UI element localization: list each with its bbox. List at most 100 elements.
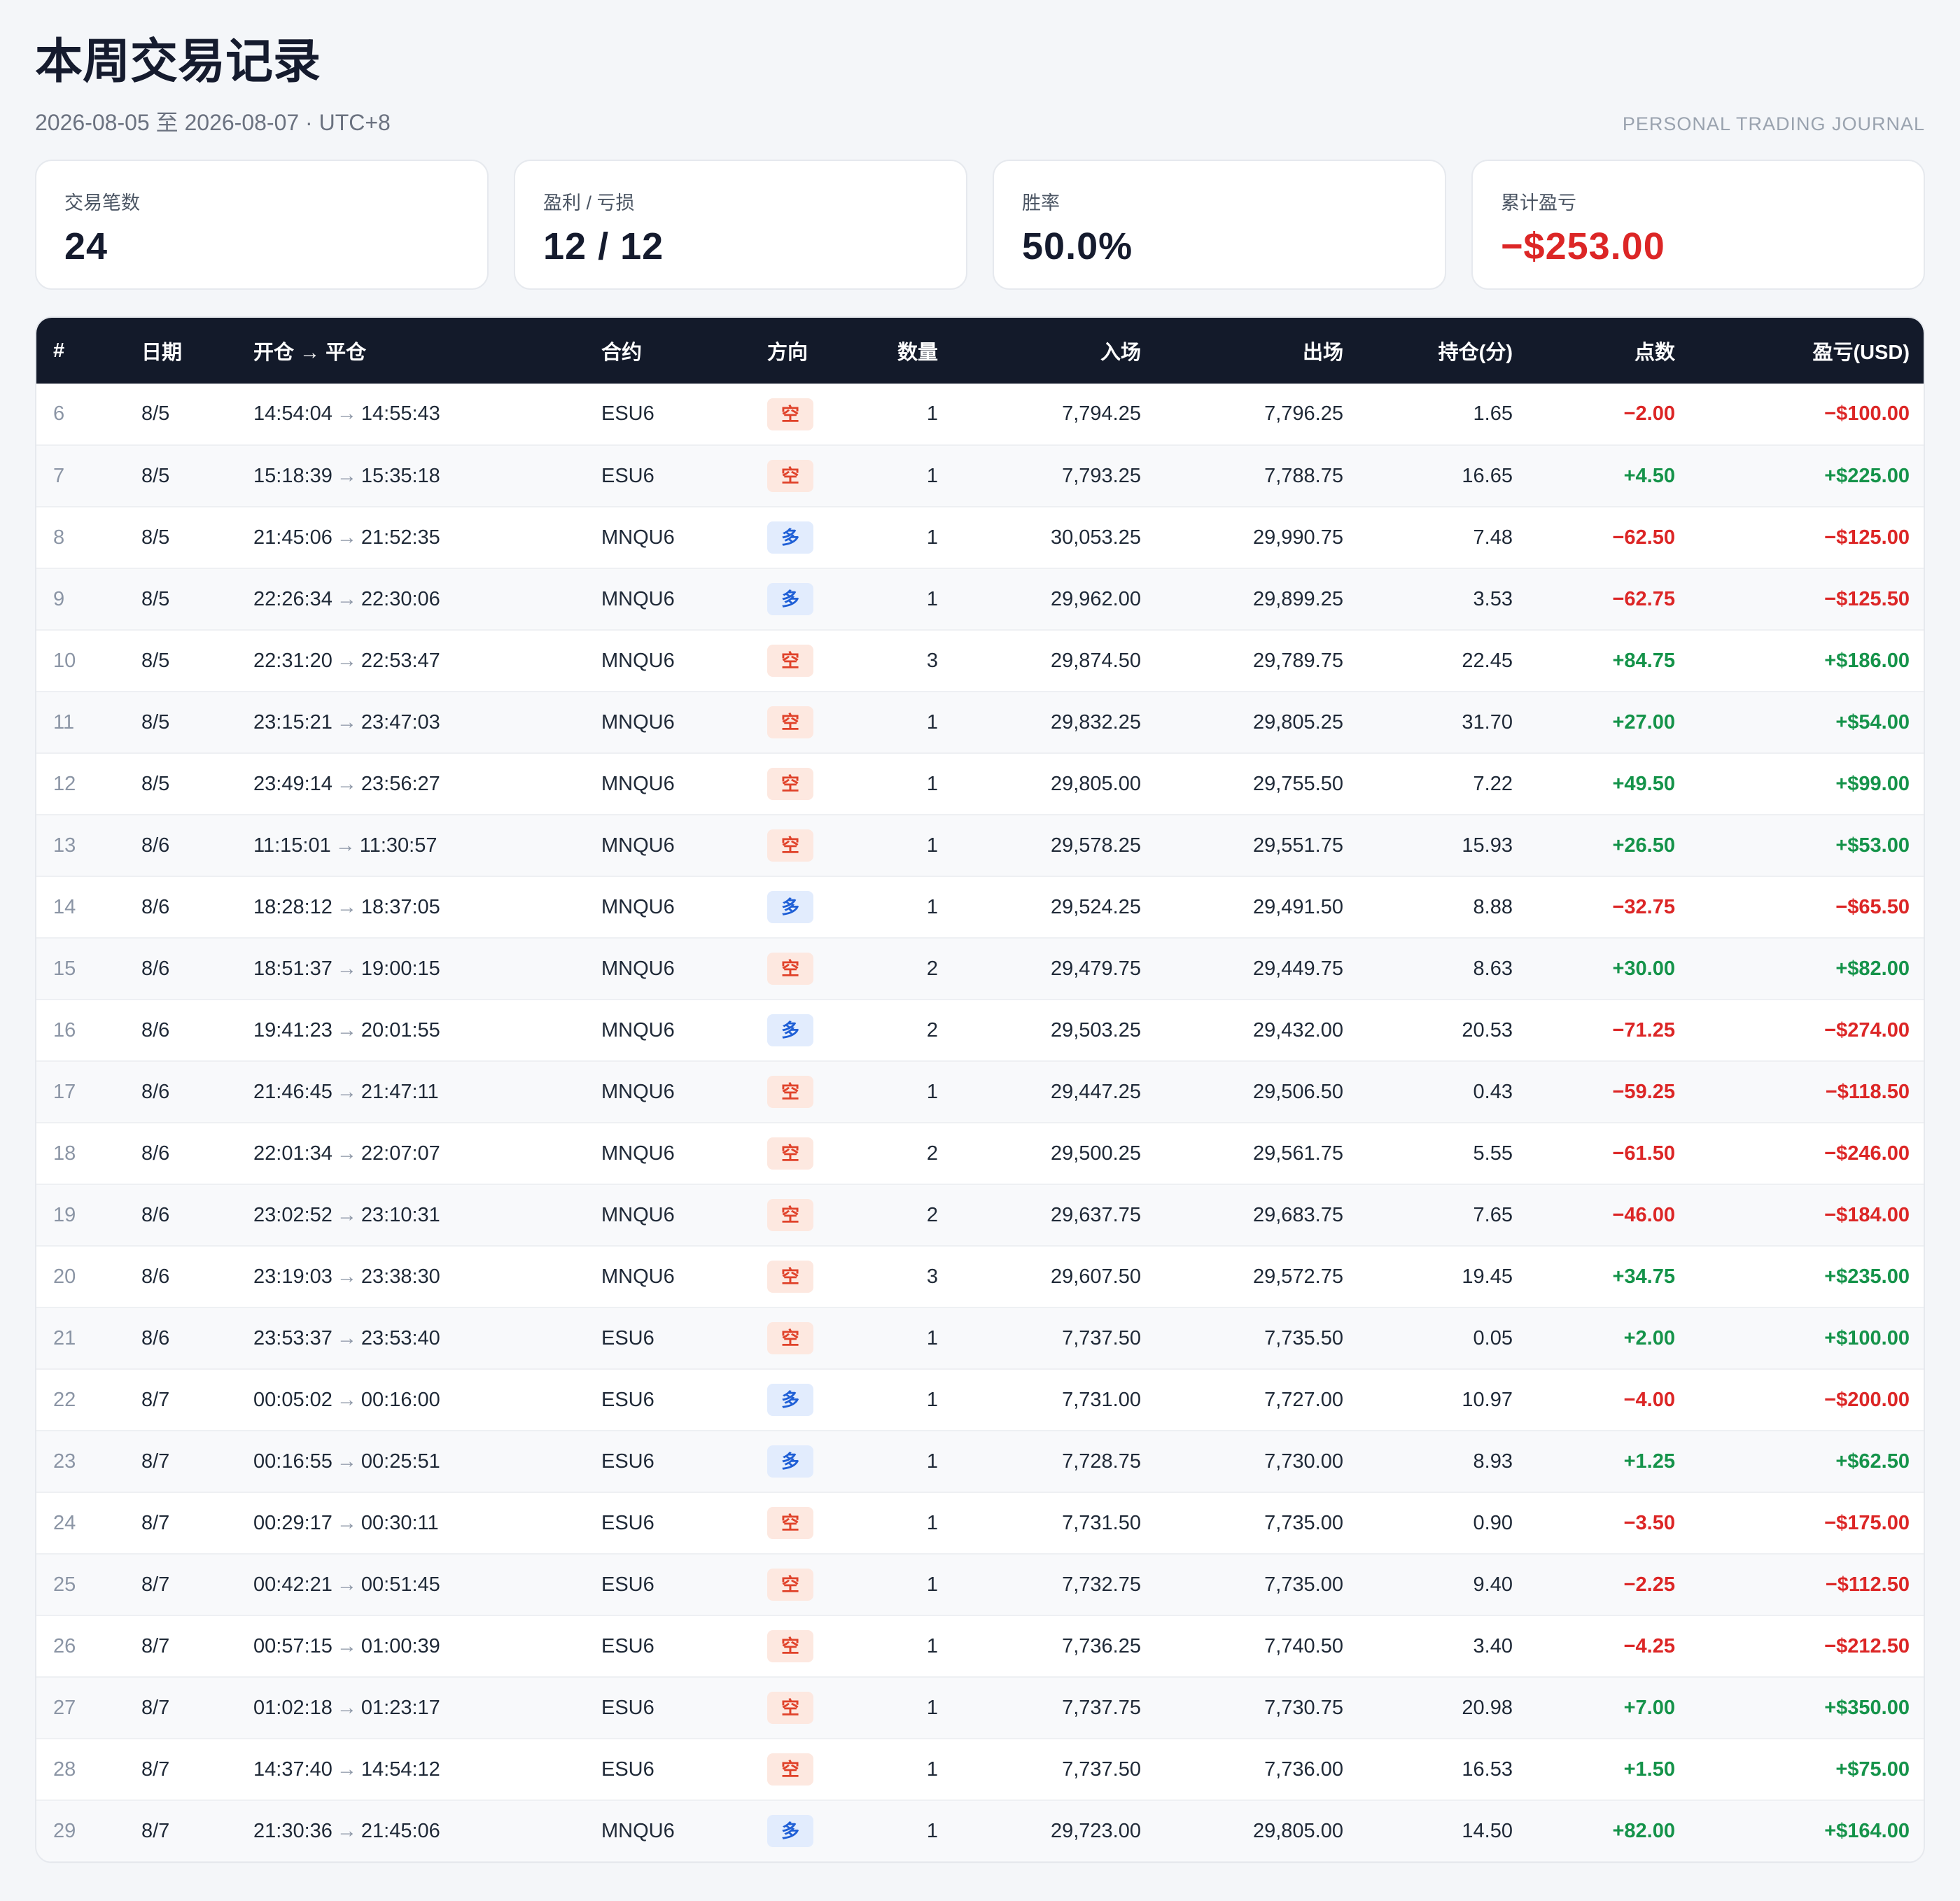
cell-symbol: ESU6 (601, 1450, 654, 1473)
table-row[interactable]: 10 8/5 22:31:20 → 22:53:47 MNQU6 空 3 29,874.50 29… (36, 630, 1924, 692)
table-row[interactable]: 8 8/5 21:45:06 → 21:52:35 MNQU6 多 1 30,053.25 29,… (36, 507, 1924, 568)
table-row[interactable]: 26 8/7 00:57:15 → 01:00:39 ESU6 空 1 7,736.25 7,74… (36, 1615, 1924, 1677)
cell-points: +26.50 (1612, 834, 1675, 857)
cell-pnl: +$164.00 (1824, 1819, 1910, 1842)
table-row[interactable]: 24 8/7 00:29:17 → 00:30:11 ESU6 空 1 7,731.50 7,73… (36, 1492, 1924, 1554)
table-row[interactable]: 19 8/6 23:02:52 → 23:10:31 MNQU6 空 2 29,637.75 29… (36, 1184, 1924, 1246)
cell-index: 16 (53, 1018, 76, 1041)
table-row[interactable]: 25 8/7 00:42:21 → 00:51:45 ESU6 空 1 7,732.75 7,73… (36, 1554, 1924, 1615)
column-header-points[interactable]: 点数 (1634, 342, 1675, 364)
cell-entry: 29,874.50 (1050, 649, 1141, 672)
table-row[interactable]: 13 8/6 11:15:01 → 11:30:57 MNQU6 空 1 29,578.25 29… (36, 815, 1924, 876)
cell-hold: 16.65 (1462, 464, 1513, 487)
cell-time-range: 21:30:36 → 21:45:06 (237, 1800, 584, 1862)
cell-index: 21 (53, 1326, 76, 1349)
column-header-pnl[interactable]: 盈亏(USD) (1812, 342, 1910, 364)
table-row[interactable]: 11 8/5 23:15:21 → 23:47:03 MNQU6 空 1 29,832.25 29… (36, 692, 1924, 753)
cell-exit: 7,730.75 (1264, 1696, 1343, 1719)
column-header-exit[interactable]: 出场 (1302, 342, 1343, 364)
table-row[interactable]: 18 8/6 22:01:34 → 22:07:07 MNQU6 空 2 29,500.25 29… (36, 1123, 1924, 1184)
cell-exit: 7,735.50 (1264, 1326, 1343, 1349)
column-header-side[interactable]: 方向 (767, 342, 808, 364)
cell-pnl: +$82.00 (1835, 957, 1910, 980)
table-row[interactable]: 21 8/6 23:53:37 → 23:53:40 ESU6 空 1 7,737.50 7,73… (36, 1307, 1924, 1369)
table-row[interactable]: 29 8/7 21:30:36 → 21:45:06 MNQU6 多 1 29,723.00 29… (36, 1800, 1924, 1862)
side-badge: 空 (767, 645, 813, 677)
table-row[interactable]: 15 8/6 18:51:37 → 19:00:15 MNQU6 空 2 29,479.75 29… (36, 938, 1924, 999)
cell-symbol: MNQU6 (601, 834, 675, 857)
table-body: 6 8/5 14:54:04 → 14:55:43 ESU6 空 1 7,794.25 7,796… (36, 384, 1924, 1862)
close-time: 21:45:06 (360, 1819, 440, 1842)
table-row[interactable]: 27 8/7 01:02:18 → 01:23:17 ESU6 空 1 7,737.75 7,73… (36, 1677, 1924, 1739)
table-row[interactable]: 22 8/7 00:05:02 → 00:16:00 ESU6 多 1 7,731.00 7,72… (36, 1369, 1924, 1431)
close-time: 23:56:27 (360, 772, 440, 795)
cell-index: 18 (53, 1142, 76, 1165)
open-time: 22:01:34 (253, 1142, 332, 1165)
stat-label: 累计盈亏 (1501, 192, 1576, 213)
table-row[interactable]: 7 8/5 15:18:39 → 15:35:18 ESU6 空 1 7,793.25 7,788… (36, 445, 1924, 507)
table-row[interactable]: 20 8/6 23:19:03 → 23:38:30 MNQU6 空 3 29,607.50 29… (36, 1246, 1924, 1307)
cell-entry: 7,731.00 (1062, 1388, 1141, 1411)
cell-points: +82.00 (1612, 1819, 1675, 1842)
column-header-hold[interactable]: 持仓(分) (1438, 342, 1513, 364)
open-time: 21:30:36 (253, 1819, 332, 1842)
cell-pnl: +$75.00 (1835, 1758, 1910, 1781)
trades-table: # 日期 开仓 → 平仓 合约 方向 数量 入场 出场 持仓(分) 点数 盈亏(… (36, 318, 1924, 1862)
open-time: 23:19:03 (253, 1265, 332, 1288)
close-time: 18:37:05 (360, 895, 440, 918)
column-header-time[interactable]: 开仓 → 平仓 (253, 342, 367, 364)
cell-entry: 29,962.00 (1050, 587, 1141, 610)
column-header-entry[interactable]: 入场 (1100, 342, 1141, 364)
stat-value: −$253.00 (1501, 225, 1665, 267)
cell-exit: 29,755.50 (1252, 772, 1343, 795)
stat-card-win-loss: 盈利 / 亏损 12 / 12 (514, 160, 967, 290)
cell-index: 8 (53, 526, 65, 549)
open-time: 00:05:02 (253, 1388, 332, 1411)
table-row[interactable]: 6 8/5 14:54:04 → 14:55:43 ESU6 空 1 7,794.25 7,796… (36, 384, 1924, 445)
table-row[interactable]: 14 8/6 18:28:12 → 18:37:05 MNQU6 多 1 29,524.25 29… (36, 876, 1924, 938)
cell-index: 10 (53, 649, 76, 672)
cell-time-range: 22:26:34 → 22:30:06 (237, 568, 584, 630)
column-header-index[interactable]: # (53, 339, 65, 362)
close-time: 01:23:17 (360, 1696, 440, 1719)
cell-time-range: 23:15:21 → 23:47:03 (237, 692, 584, 753)
cell-points: +2.00 (1623, 1326, 1675, 1349)
cell-side: 空 (750, 445, 858, 507)
open-time: 00:42:21 (253, 1573, 332, 1596)
cell-date: 8/7 (141, 1388, 170, 1411)
cell-entry: 7,732.75 (1062, 1573, 1141, 1596)
cell-qty: 1 (926, 1696, 938, 1719)
cell-points: +34.75 (1612, 1265, 1675, 1288)
table-row[interactable]: 17 8/6 21:46:45 → 21:47:11 MNQU6 空 1 29,447.25 29… (36, 1061, 1924, 1123)
column-header-symbol[interactable]: 合约 (601, 342, 643, 364)
side-badge: 空 (767, 1076, 813, 1108)
open-time: 19:41:23 (253, 1018, 332, 1041)
arrow-right-icon: → (336, 772, 357, 795)
column-header-qty[interactable]: 数量 (897, 342, 938, 364)
cell-hold: 31.70 (1462, 710, 1513, 734)
cell-side: 多 (750, 568, 858, 630)
cell-date: 8/7 (141, 1573, 170, 1596)
cell-date: 8/6 (141, 1265, 170, 1288)
cell-qty: 1 (926, 587, 938, 610)
close-time: 11:30:57 (359, 834, 438, 857)
side-badge: 多 (767, 521, 813, 554)
cell-index: 27 (53, 1696, 76, 1719)
table-row[interactable]: 12 8/5 23:49:14 → 23:56:27 MNQU6 空 1 29,805.00 29… (36, 753, 1924, 815)
column-header-date[interactable]: 日期 (141, 342, 183, 364)
open-time: 14:54:04 (253, 402, 332, 425)
table-row[interactable]: 9 8/5 22:26:34 → 22:30:06 MNQU6 多 1 29,962.00 29,… (36, 568, 1924, 630)
side-badge: 多 (767, 891, 813, 923)
table-row[interactable]: 28 8/7 14:37:40 → 14:54:12 ESU6 空 1 7,737.50 7,73… (36, 1739, 1924, 1800)
open-time: 11:15:01 (253, 834, 331, 857)
close-time: 00:51:45 (360, 1573, 440, 1596)
trading-journal-page: 本周交易记录 2026-08-05 至 2026-08-07 · UTC+8 P… (35, 28, 1925, 1863)
table-row[interactable]: 23 8/7 00:16:55 → 00:25:51 ESU6 多 1 7,728.75 7,73… (36, 1431, 1924, 1492)
cell-date: 8/5 (141, 464, 170, 487)
table-row[interactable]: 16 8/6 19:41:23 → 20:01:55 MNQU6 多 2 29,503.25 29… (36, 999, 1924, 1061)
cell-pnl: −$125.50 (1824, 587, 1910, 610)
cell-side: 空 (750, 1246, 858, 1307)
cell-time-range: 21:46:45 → 21:47:11 (237, 1061, 584, 1123)
cell-date: 8/6 (141, 1203, 170, 1226)
arrow-right-icon: → (336, 957, 357, 980)
